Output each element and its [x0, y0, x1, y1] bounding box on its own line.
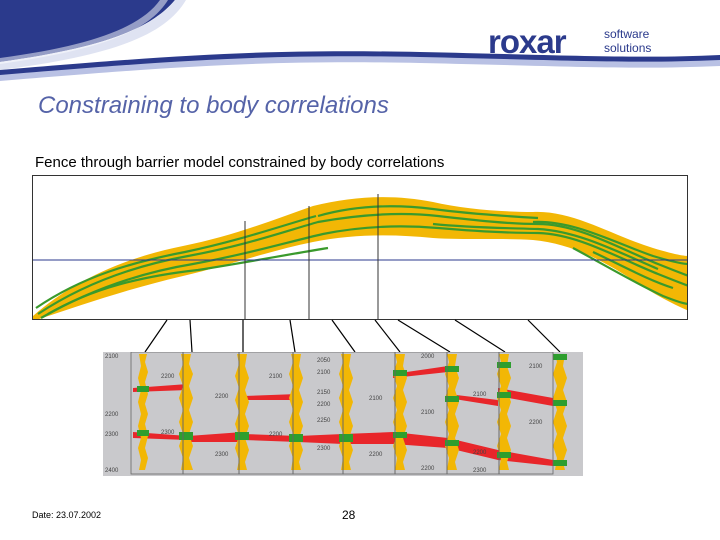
- depth-label: 2200: [215, 394, 229, 400]
- depth-label: 2300: [105, 432, 119, 438]
- depth-label: 2100: [473, 392, 487, 398]
- depth-label: 2000: [421, 354, 435, 360]
- fence-caption: Fence through barrier model constrained …: [35, 154, 445, 171]
- depth-label: 2100: [105, 354, 119, 360]
- page-number: 28: [342, 508, 356, 522]
- depth-label: 2200: [161, 374, 175, 380]
- depth-label: 2200: [421, 466, 435, 472]
- barrier-markers: [137, 354, 567, 466]
- roxar-logo: roxar software solutions: [488, 22, 658, 62]
- footer-date: Date: 23.07.2002: [32, 510, 102, 520]
- depth-label: 2200: [369, 452, 383, 458]
- depth-label: 2150: [317, 390, 331, 396]
- depth-label: 2100: [317, 370, 331, 376]
- depth-label: 2300: [161, 430, 175, 436]
- depth-label: 2200: [529, 420, 543, 426]
- logo-wordmark: roxar: [488, 23, 567, 60]
- depth-label: 2250: [317, 418, 331, 424]
- depth-label: 2200: [105, 412, 119, 418]
- depth-label: 2200: [317, 402, 331, 408]
- depth-label: 2200: [269, 432, 283, 438]
- depth-label: 2100: [369, 396, 383, 402]
- log-track-borders: [130, 351, 554, 475]
- depth-label: 2200: [473, 450, 487, 456]
- slide-title: Constraining to body correlations: [38, 92, 389, 119]
- logo-subtitle-solutions: solutions: [604, 41, 652, 55]
- fence-cross-section: [32, 175, 688, 320]
- depth-label: 2300: [317, 446, 331, 452]
- depth-label: 2100: [421, 410, 435, 416]
- depth-label: 2100: [529, 364, 543, 370]
- header-swoosh: [0, 0, 720, 81]
- logo-subtitle-software: software: [604, 27, 650, 41]
- barrier-layers: [35, 205, 687, 319]
- well-log-correlation-panel: 2100 2200 2300 2400 2200 2300 2200 2300 …: [103, 351, 583, 476]
- logs-svg: [130, 351, 567, 475]
- depth-label: 2100: [269, 374, 283, 380]
- depth-label: 2050: [317, 358, 331, 364]
- depth-label: 2300: [473, 468, 487, 474]
- fence-svg: [33, 194, 687, 319]
- depth-label: 2300: [215, 452, 229, 458]
- depth-label: 2400: [105, 468, 119, 474]
